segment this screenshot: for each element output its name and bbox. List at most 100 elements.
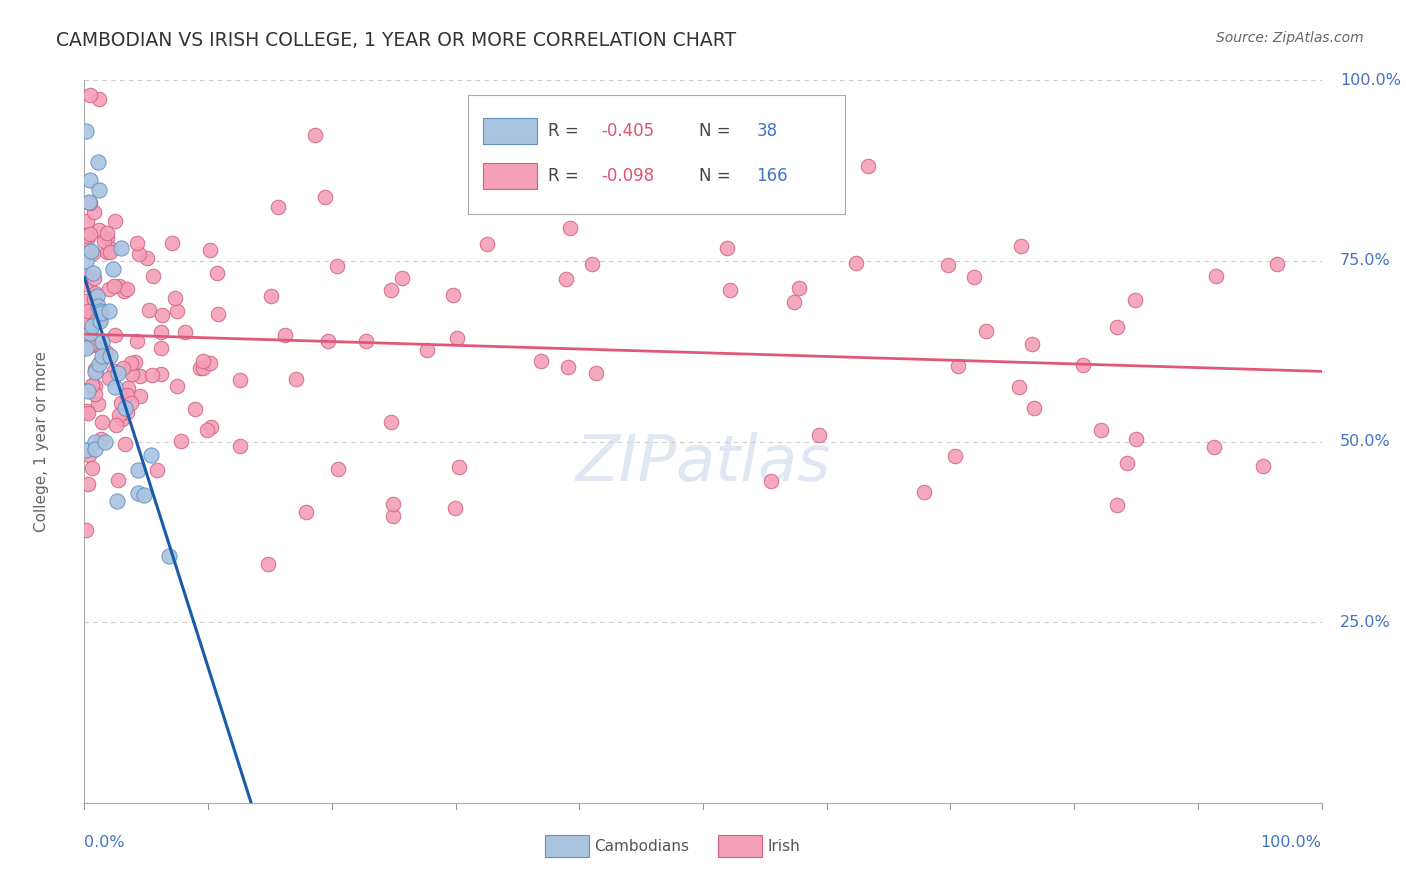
Point	[274, 327, 297, 342]
Text: ZIPatlas: ZIPatlas	[575, 433, 831, 494]
Point	[75, 124, 97, 138]
Point	[963, 270, 986, 285]
Point	[449, 460, 471, 475]
Point	[86, 397, 108, 411]
Point	[98, 370, 121, 384]
Point	[104, 327, 127, 342]
Point	[174, 325, 197, 339]
Point	[808, 428, 831, 442]
Point	[110, 241, 132, 255]
Text: CAMBODIAN VS IRISH COLLEGE, 1 YEAR OR MORE CORRELATION CHART: CAMBODIAN VS IRISH COLLEGE, 1 YEAR OR MO…	[56, 31, 737, 50]
Text: 25.0%: 25.0%	[1340, 615, 1391, 630]
Point	[86, 288, 108, 302]
Point	[76, 384, 98, 398]
Point	[475, 237, 498, 252]
FancyBboxPatch shape	[544, 835, 589, 857]
Point	[150, 367, 173, 381]
Point	[89, 314, 111, 328]
Point	[83, 362, 105, 376]
Point	[191, 361, 214, 376]
Point	[75, 342, 97, 356]
Point	[83, 271, 105, 285]
Point	[391, 270, 413, 285]
Point	[1105, 498, 1128, 512]
Point	[783, 295, 806, 310]
Point	[787, 281, 810, 295]
Text: -0.098: -0.098	[602, 168, 655, 186]
Text: Cambodians: Cambodians	[595, 838, 689, 854]
Point	[205, 266, 228, 280]
Point	[97, 282, 120, 296]
Point	[257, 557, 280, 571]
Point	[75, 523, 97, 537]
Text: Source: ZipAtlas.com: Source: ZipAtlas.com	[1216, 31, 1364, 45]
Point	[716, 242, 738, 256]
Point	[98, 349, 121, 363]
Point	[84, 314, 107, 328]
Text: 100.0%: 100.0%	[1340, 73, 1402, 87]
Text: 38: 38	[756, 122, 778, 140]
Point	[101, 262, 124, 277]
Point	[135, 251, 157, 265]
Point	[75, 293, 97, 308]
Point	[380, 415, 402, 429]
Point	[1251, 459, 1274, 474]
Point	[108, 279, 131, 293]
Point	[157, 549, 180, 563]
Text: -0.405: -0.405	[602, 122, 655, 140]
Point	[83, 365, 105, 379]
Point	[91, 349, 114, 363]
Point	[87, 299, 110, 313]
Point	[90, 334, 112, 349]
Point	[79, 196, 101, 211]
Point	[111, 412, 134, 426]
Point	[585, 366, 607, 380]
Point	[581, 257, 603, 271]
Point	[76, 232, 98, 246]
Point	[1125, 432, 1147, 446]
Point	[1116, 456, 1139, 470]
Point	[228, 439, 250, 453]
Point	[127, 463, 149, 477]
Point	[1202, 440, 1225, 454]
Text: R =: R =	[548, 122, 585, 140]
Point	[104, 380, 127, 394]
Point	[316, 334, 339, 349]
Point	[77, 406, 100, 420]
Point	[1021, 337, 1043, 351]
Point	[845, 256, 868, 270]
Point	[100, 242, 122, 256]
Point	[326, 259, 349, 273]
Point	[76, 315, 98, 329]
Point	[96, 227, 118, 241]
Point	[188, 360, 211, 375]
Point	[89, 304, 111, 318]
Point	[75, 268, 97, 283]
Text: 166: 166	[756, 168, 787, 186]
Point	[1071, 358, 1094, 372]
Point	[170, 434, 193, 448]
Text: 50.0%: 50.0%	[1340, 434, 1391, 449]
Point	[557, 360, 579, 375]
Point	[141, 368, 163, 383]
Point	[259, 289, 281, 303]
Point	[165, 292, 187, 306]
Point	[91, 415, 114, 429]
Point	[83, 290, 105, 304]
Point	[87, 155, 110, 169]
Point	[79, 194, 101, 209]
Point	[294, 505, 316, 519]
Point	[82, 245, 104, 260]
Text: 0.0%: 0.0%	[84, 835, 125, 850]
Point	[83, 292, 105, 306]
Point	[912, 484, 935, 499]
Point	[207, 307, 229, 321]
FancyBboxPatch shape	[718, 835, 762, 857]
Point	[93, 235, 115, 249]
Point	[96, 245, 118, 260]
Point	[90, 305, 112, 319]
Point	[75, 442, 97, 457]
Point	[87, 222, 110, 236]
Point	[1123, 293, 1146, 307]
Point	[94, 344, 117, 359]
